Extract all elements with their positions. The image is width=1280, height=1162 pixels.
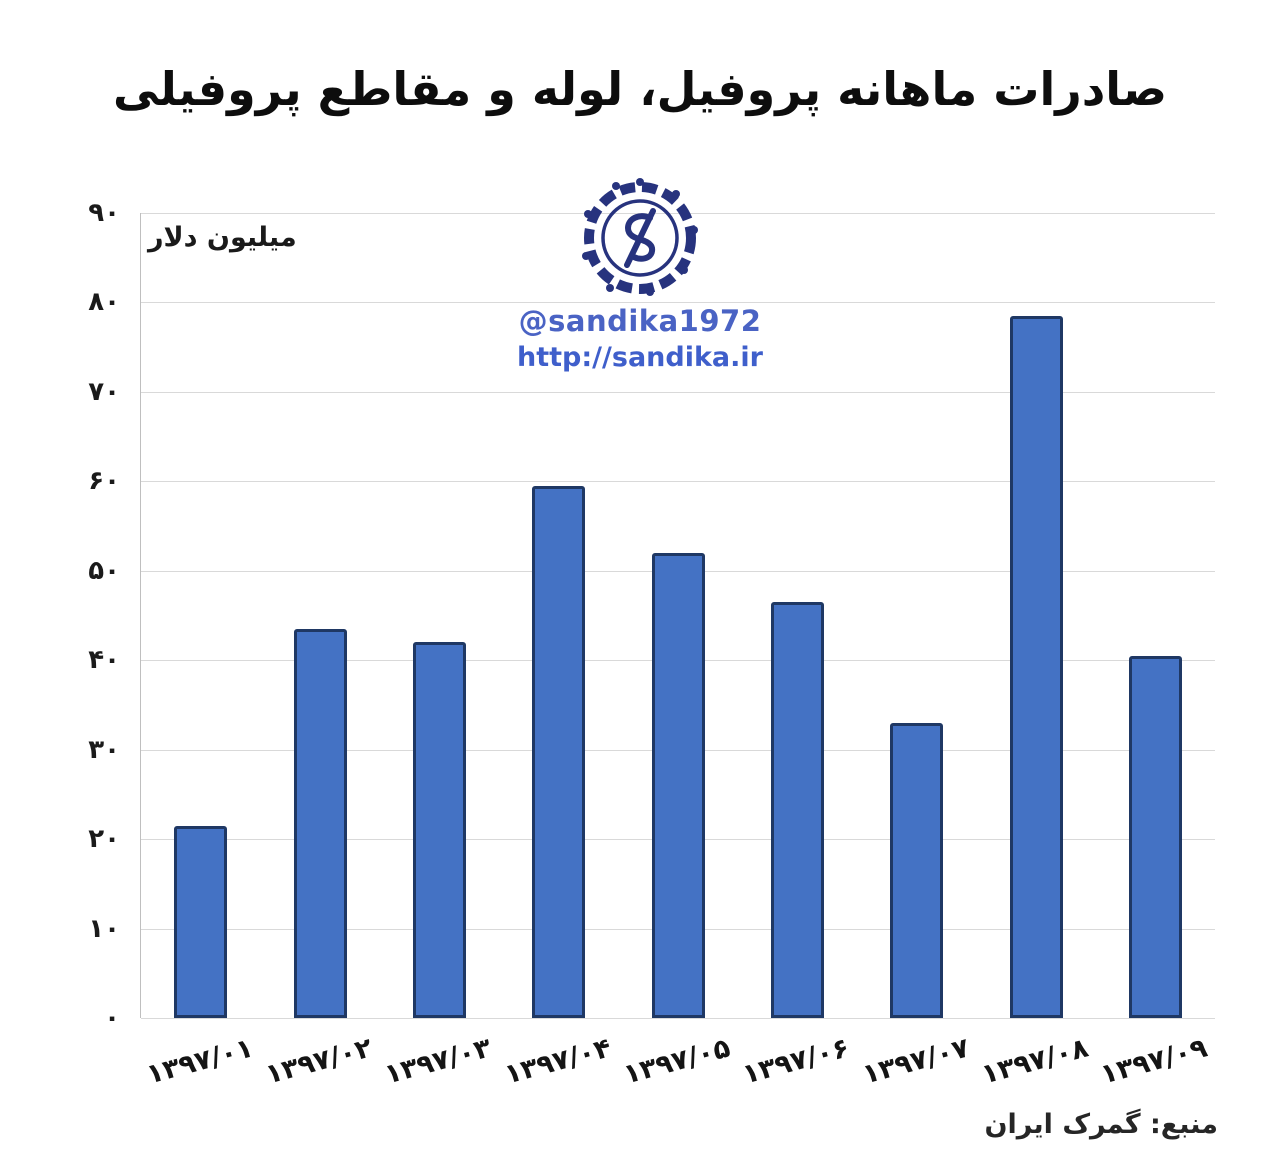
watermark-handle: @sandika1972 [518,304,762,338]
x-tick-label: ۱۳۹۷/۰۷ [859,1032,973,1091]
x-tick-label: ۱۳۹۷/۰۱ [143,1032,257,1091]
y-tick-label: ۴۰ [88,645,120,676]
y-tick-label: ۶۰ [88,466,120,497]
gridline [141,213,1215,214]
x-tick-label: ۱۳۹۷/۰۹ [1097,1032,1211,1091]
x-tick-label: ۱۳۹۷/۰۶ [739,1032,853,1091]
gridline [141,302,1215,304]
y-tick-label: ۱۰ [88,913,120,944]
x-tick-label: ۱۳۹۷/۰۲ [262,1032,376,1091]
sandika-logo-icon [580,178,700,298]
chart-title: صادرات ماهانه پروفیل، لوله و مقاطع پروفی… [112,62,1168,116]
x-tick-label: ۱۳۹۷/۰۴ [501,1032,615,1091]
gridline [141,391,1215,393]
plot-area [140,213,1215,1019]
watermark-url: http://sandika.ir [517,342,763,373]
bar-8 [1009,315,1063,1018]
y-tick-label: ۳۰ [88,734,120,765]
y-tick-label: ۲۰ [88,824,120,855]
y-axis-unit-label: میلیون دلار [148,222,297,253]
source-note: منبع: گمرک ایران [984,1109,1218,1140]
watermark-block: @sandika1972 http://sandika.ir [450,178,830,373]
bar-9 [1128,655,1182,1018]
bar-6 [770,602,824,1018]
y-tick-label: ۰ [104,1003,120,1033]
y-tick-label: ۹۰ [88,198,120,228]
bar-2 [293,628,347,1018]
bar-4 [532,485,586,1018]
y-tick-label: ۷۰ [88,376,120,407]
bar-3 [412,642,466,1018]
bar-5 [651,552,705,1018]
x-axis-labels: ۱۳۹۷/۰۱ ۱۳۹۷/۰۲ ۱۳۹۷/۰۳ ۱۳۹۷/۰۴ ۱۳۹۷/۰۵ ۱۳۹۷/… [140,1032,1215,1100]
x-tick-label: ۱۳۹۷/۰۳ [381,1032,495,1091]
bar-7 [890,722,944,1018]
gridline [141,481,1215,483]
x-tick-label: ۱۳۹۷/۰۵ [620,1032,734,1091]
y-tick-label: ۸۰ [88,287,120,318]
gridline [141,1018,1215,1019]
bar-1 [174,825,228,1018]
y-axis-ticks: ۰ ۱۰ ۲۰ ۳۰ ۴۰ ۵۰ ۶۰ ۷۰ ۸۰ ۹۰ [40,198,120,1033]
x-tick-label: ۱۳۹۷/۰۸ [978,1032,1092,1091]
y-tick-label: ۵۰ [88,555,120,586]
